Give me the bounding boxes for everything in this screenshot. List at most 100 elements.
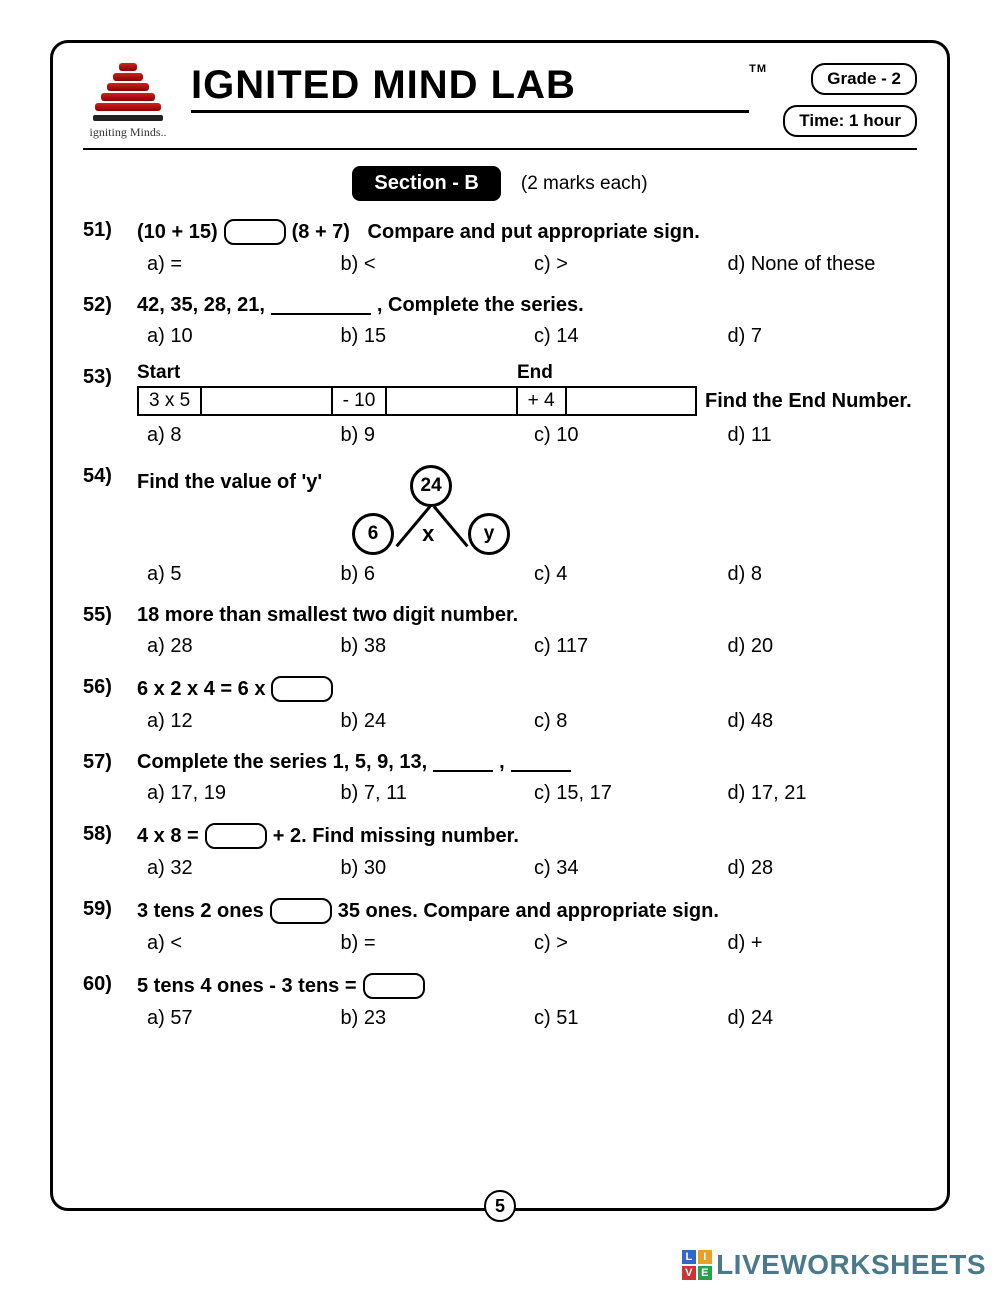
page-number: 5 (484, 1190, 516, 1222)
q57-opt-d[interactable]: d) 17, 21 (728, 782, 918, 805)
q59-blank[interactable] (270, 898, 332, 924)
q51-opt-c[interactable]: c) > (534, 253, 724, 276)
q58-blank[interactable] (205, 823, 267, 849)
q53-flow: 3 x 5 - 10 + 4 (137, 386, 697, 416)
q56-opt-b[interactable]: b) 24 (341, 710, 531, 733)
q52-opt-a[interactable]: a) 10 (147, 325, 337, 348)
q57-comma: , (499, 751, 505, 774)
q60-opt-b[interactable]: b) 23 (341, 1007, 531, 1030)
q58-opt-d[interactable]: d) 28 (728, 857, 918, 880)
q54-opt-a[interactable]: a) 5 (147, 563, 337, 586)
q56-opt-a[interactable]: a) 12 (147, 710, 337, 733)
q51-opt-a[interactable]: a) = (147, 253, 337, 276)
q58-opt-a[interactable]: a) 32 (147, 857, 337, 880)
q60-blank[interactable] (363, 973, 425, 999)
tagline: igniting Minds.. (89, 125, 166, 140)
watermark-icon: LI VE (682, 1250, 712, 1280)
q57-blank2[interactable] (511, 754, 571, 772)
title-column: IGNITED MIND LAB TM (191, 63, 749, 113)
q57-opt-c[interactable]: c) 15, 17 (534, 782, 724, 805)
q59-opt-a[interactable]: a) < (147, 932, 337, 955)
q58-opt-b[interactable]: b) 30 (341, 857, 531, 880)
question-60: 60) 5 tens 4 ones - 3 tens = a) 57 b) 23… (83, 973, 917, 1030)
q57-text: Complete the series 1, 5, 9, 13, (137, 751, 427, 774)
q55-opt-a[interactable]: a) 28 (147, 635, 337, 658)
q53-cell3: + 4 (518, 388, 567, 414)
q59-opt-c[interactable]: c) > (534, 932, 724, 955)
grade-badge: Grade - 2 (811, 63, 917, 95)
watermark: LI VE LIVEWORKSHEETS (682, 1249, 986, 1281)
q55-text: 18 more than smallest two digit number. (137, 604, 518, 627)
q53-end: End (517, 362, 697, 384)
q54-opt-b[interactable]: b) 6 (341, 563, 531, 586)
question-56: 56) 6 x 2 x 4 = 6 x a) 12 b) 24 c) 8 d) … (83, 676, 917, 733)
q53-opt-a[interactable]: a) 8 (147, 424, 337, 447)
q54-operator: x (422, 521, 434, 547)
q59-num: 59) (83, 898, 127, 955)
q52-opt-b[interactable]: b) 15 (341, 325, 531, 348)
q56-num: 56) (83, 676, 127, 733)
q58-post: + 2. Find missing number. (273, 825, 519, 848)
q52-opt-c[interactable]: c) 14 (534, 325, 724, 348)
q56-opt-c[interactable]: c) 8 (534, 710, 724, 733)
q52-opt-d[interactable]: d) 7 (728, 325, 918, 348)
page-frame: igniting Minds.. IGNITED MIND LAB TM Gra… (50, 40, 950, 1211)
q52-num: 52) (83, 294, 127, 348)
q53-tail: Find the End Number. (705, 390, 912, 413)
q59-opt-b[interactable]: b) = (341, 932, 531, 955)
q58-opt-c[interactable]: c) 34 (534, 857, 724, 880)
q52-blank[interactable] (271, 297, 371, 315)
trademark: TM (749, 63, 767, 75)
question-57: 57) Complete the series 1, 5, 9, 13, , a… (83, 751, 917, 805)
main-title: IGNITED MIND LAB TM (191, 63, 749, 113)
question-53: 53) Start End 3 x 5 - 10 + 4 (83, 366, 917, 447)
q56-opt-d[interactable]: d) 48 (728, 710, 918, 733)
q55-num: 55) (83, 604, 127, 658)
q54-node-left: 6 (352, 513, 394, 555)
logo-icon (93, 63, 163, 121)
watermark-text: LIVEWORKSHEETS (716, 1249, 986, 1281)
badges: Grade - 2 Time: 1 hour (767, 63, 917, 137)
q57-opt-a[interactable]: a) 17, 19 (147, 782, 337, 805)
q52-tail: , Complete the series. (377, 294, 584, 317)
q53-opt-b[interactable]: b) 9 (341, 424, 531, 447)
q53-start: Start (137, 362, 257, 384)
q60-num: 60) (83, 973, 127, 1030)
q51-tail: Compare and put appropriate sign. (368, 221, 700, 244)
q54-tree: 24 6 y x (352, 465, 512, 555)
q57-blank1[interactable] (433, 754, 493, 772)
q51-blank[interactable] (224, 219, 286, 245)
section-marks: (2 marks each) (521, 173, 648, 195)
question-58: 58) 4 x 8 = + 2. Find missing number. a)… (83, 823, 917, 880)
q54-opt-c[interactable]: c) 4 (534, 563, 724, 586)
q54-opt-d[interactable]: d) 8 (728, 563, 918, 586)
section-row: Section - B (2 marks each) (83, 166, 917, 201)
q60-opt-d[interactable]: d) 24 (728, 1007, 918, 1030)
q60-opt-c[interactable]: c) 51 (534, 1007, 724, 1030)
q53-cell1: 3 x 5 (139, 388, 202, 414)
q51-opt-d[interactable]: d) None of these (728, 253, 918, 276)
q55-opt-c[interactable]: c) 117 (534, 635, 724, 658)
q51-opt-b[interactable]: b) < (341, 253, 531, 276)
header: igniting Minds.. IGNITED MIND LAB TM Gra… (83, 63, 917, 150)
q58-pre: 4 x 8 = (137, 825, 199, 848)
q54-node-right: y (468, 513, 510, 555)
q57-opt-b[interactable]: b) 7, 11 (341, 782, 531, 805)
q53-cell2: - 10 (333, 388, 388, 414)
title-text: IGNITED MIND LAB (191, 63, 576, 107)
q60-opt-a[interactable]: a) 57 (147, 1007, 337, 1030)
q56-blank[interactable] (271, 676, 333, 702)
q53-opt-d[interactable]: d) 11 (728, 424, 918, 447)
q53-num: 53) (83, 366, 127, 447)
q55-opt-d[interactable]: d) 20 (728, 635, 918, 658)
q59-opt-d[interactable]: d) + (728, 932, 918, 955)
q55-opt-b[interactable]: b) 38 (341, 635, 531, 658)
q51-post: (8 + 7) (292, 221, 350, 244)
q60-text: 5 tens 4 ones - 3 tens = (137, 975, 357, 998)
q54-num: 54) (83, 465, 127, 586)
q53-opt-c[interactable]: c) 10 (534, 424, 724, 447)
question-54: 54) Find the value of 'y' 24 6 y x a) 5 (83, 465, 917, 586)
q54-node-top: 24 (410, 465, 452, 507)
q59-pre: 3 tens 2 ones (137, 900, 264, 923)
logo-column: igniting Minds.. (83, 63, 173, 140)
